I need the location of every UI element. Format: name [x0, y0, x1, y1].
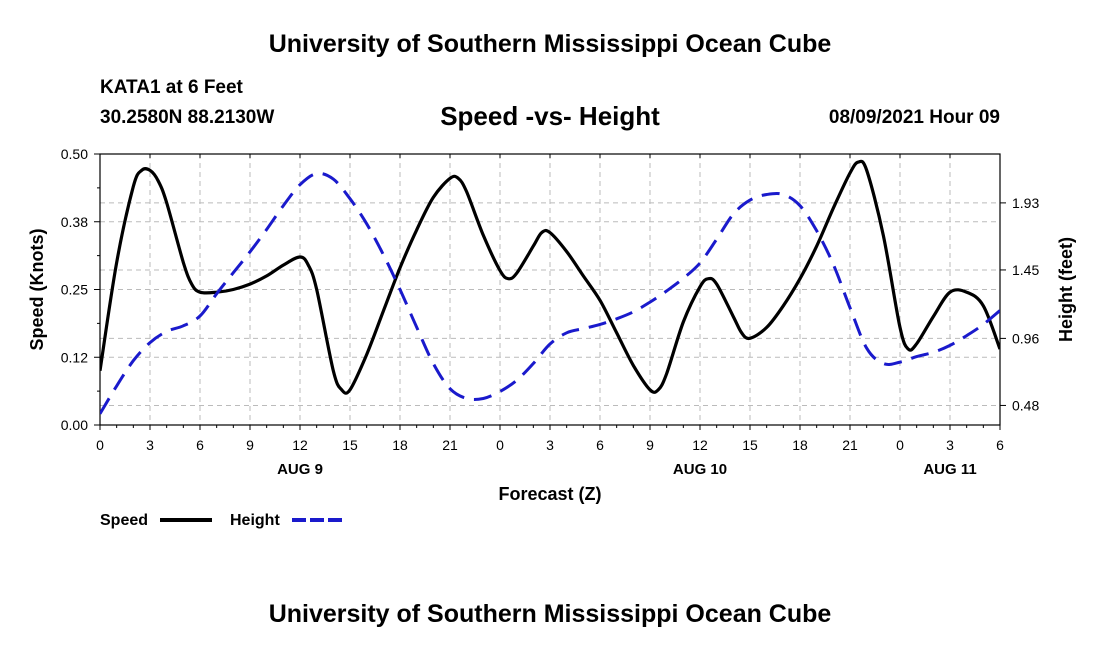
- y2-axis-label: Height (feet): [1056, 237, 1076, 342]
- x-tick-label: 18: [792, 437, 808, 453]
- x-tick-label: 3: [546, 437, 554, 453]
- y-tick-label: 0.25: [61, 282, 88, 298]
- footer-title: University of Southern Mississippi Ocean…: [268, 600, 832, 628]
- x-axis-label: Forecast (Z): [498, 484, 601, 504]
- legend-height-label: Height: [230, 512, 280, 529]
- station-label: KATA1 at 6 Feet: [100, 77, 243, 98]
- y-tick-label: 0.00: [61, 417, 88, 433]
- y2-tick-label: 1.93: [1012, 195, 1039, 211]
- y-tick-label: 0.38: [61, 214, 88, 230]
- forecast-datetime: 08/09/2021 Hour 09: [828, 107, 1000, 128]
- x-tick-label: 3: [946, 437, 954, 453]
- x-tick-label: 6: [996, 437, 1004, 453]
- y2-tick-label: 0.96: [1012, 330, 1039, 346]
- station-coordinates: 30.2580N 88.2130W: [100, 107, 275, 128]
- x-tick-label: 21: [442, 437, 458, 453]
- x-tick-label: 9: [246, 437, 254, 453]
- legend-speed-label: Speed: [100, 512, 148, 529]
- x-date-label: AUG 10: [673, 461, 727, 478]
- x-tick-label: 0: [96, 437, 104, 453]
- height-series-line: [100, 171, 1000, 415]
- x-tick-label: 12: [292, 437, 308, 453]
- x-date-label: AUG 11: [923, 461, 976, 478]
- x-tick-label: 0: [896, 437, 904, 453]
- speed-series-line: [100, 159, 1000, 395]
- x-tick-label: 0: [496, 437, 504, 453]
- y-tick-label: 0.12: [61, 349, 88, 365]
- x-tick-label: 15: [342, 437, 358, 453]
- x-tick-label: 6: [196, 437, 204, 453]
- chart-title: Speed -vs- Height: [440, 101, 660, 131]
- x-tick-label: 15: [742, 437, 758, 453]
- x-tick-label: 12: [692, 437, 708, 453]
- x-tick-label: 9: [646, 437, 654, 453]
- y2-tick-label: 0.48: [1012, 397, 1039, 413]
- x-tick-label: 6: [596, 437, 604, 453]
- x-tick-label: 3: [146, 437, 154, 453]
- page-title: University of Southern Mississippi Ocean…: [268, 30, 832, 58]
- y-tick-label: 0.50: [61, 146, 88, 162]
- y2-tick-label: 1.45: [1012, 262, 1039, 278]
- x-tick-label: 18: [392, 437, 408, 453]
- y-axis-label: Speed (Knots): [27, 228, 47, 350]
- x-date-label: AUG 9: [277, 461, 323, 478]
- x-tick-label: 21: [842, 437, 858, 453]
